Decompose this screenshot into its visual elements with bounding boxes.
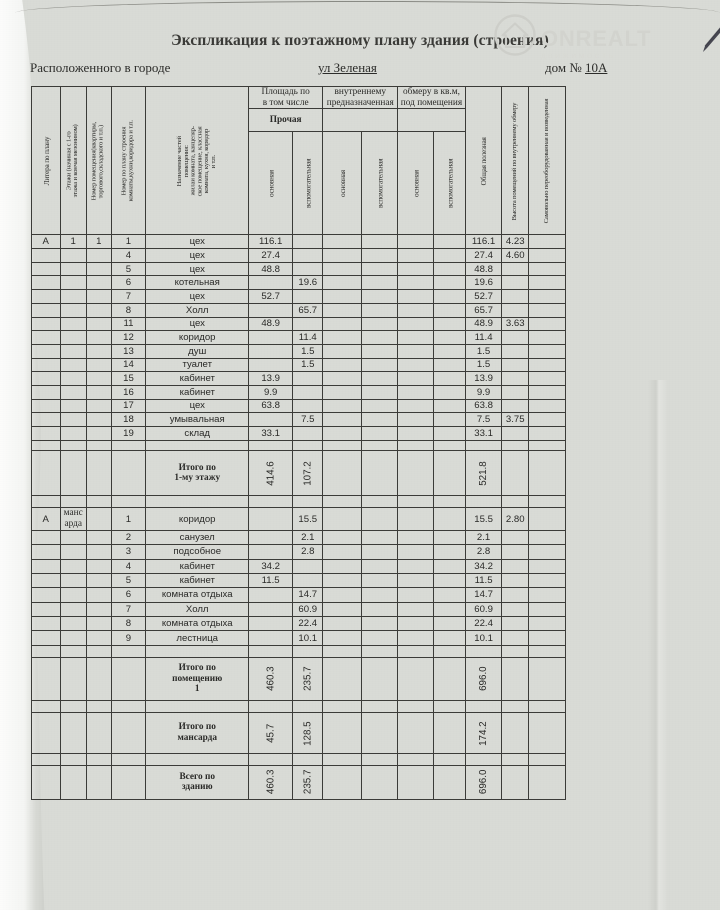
svg-text:ДВИЖИМОСТЬ: ДВИЖИМОСТЬ xyxy=(541,53,616,60)
svg-text:ONREALT: ONREALT xyxy=(541,26,651,51)
